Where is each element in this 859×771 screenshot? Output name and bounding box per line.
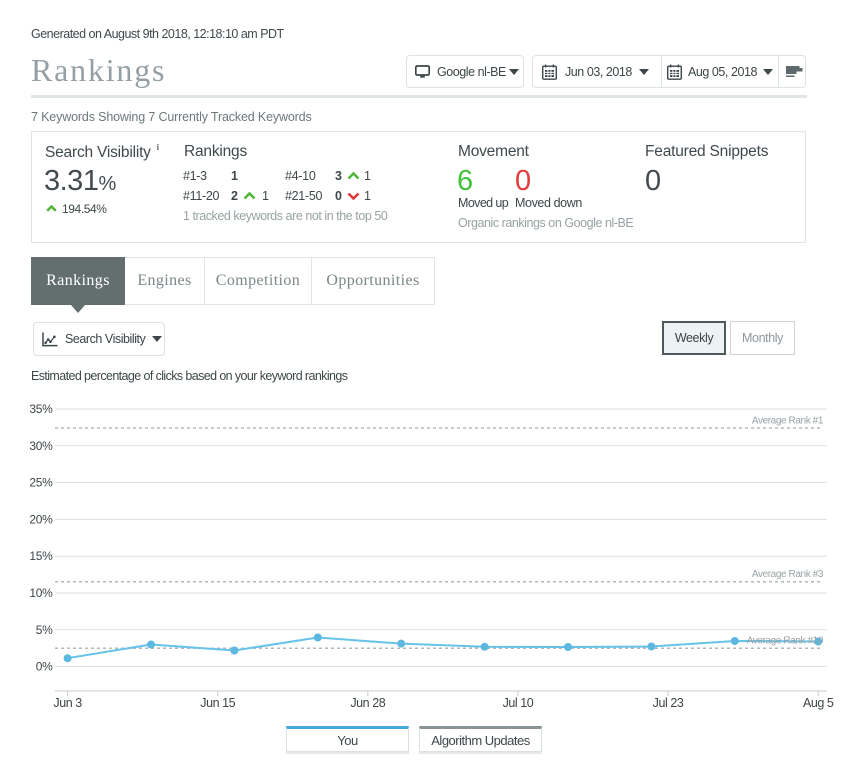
svg-text:35%: 35%	[29, 402, 53, 416]
svg-text:Average Rank #10: Average Rank #10	[747, 636, 824, 647]
svg-text:Jun 28: Jun 28	[350, 696, 385, 710]
svg-text:15%: 15%	[29, 549, 53, 563]
svg-text:30%: 30%	[29, 439, 53, 453]
svg-text:0%: 0%	[36, 660, 53, 674]
svg-text:Jun 3: Jun 3	[53, 696, 82, 710]
svg-text:Aug 5: Aug 5	[803, 696, 834, 710]
svg-text:25%: 25%	[29, 476, 53, 490]
svg-text:Average Rank #3: Average Rank #3	[752, 569, 824, 580]
svg-text:20%: 20%	[29, 512, 53, 526]
svg-text:Jun 15: Jun 15	[200, 696, 235, 710]
svg-text:Average Rank #1: Average Rank #1	[752, 416, 824, 427]
svg-text:5%: 5%	[36, 623, 53, 637]
svg-text:Jul 10: Jul 10	[503, 696, 534, 710]
svg-text:Jul 23: Jul 23	[653, 696, 684, 710]
svg-text:10%: 10%	[29, 586, 53, 600]
